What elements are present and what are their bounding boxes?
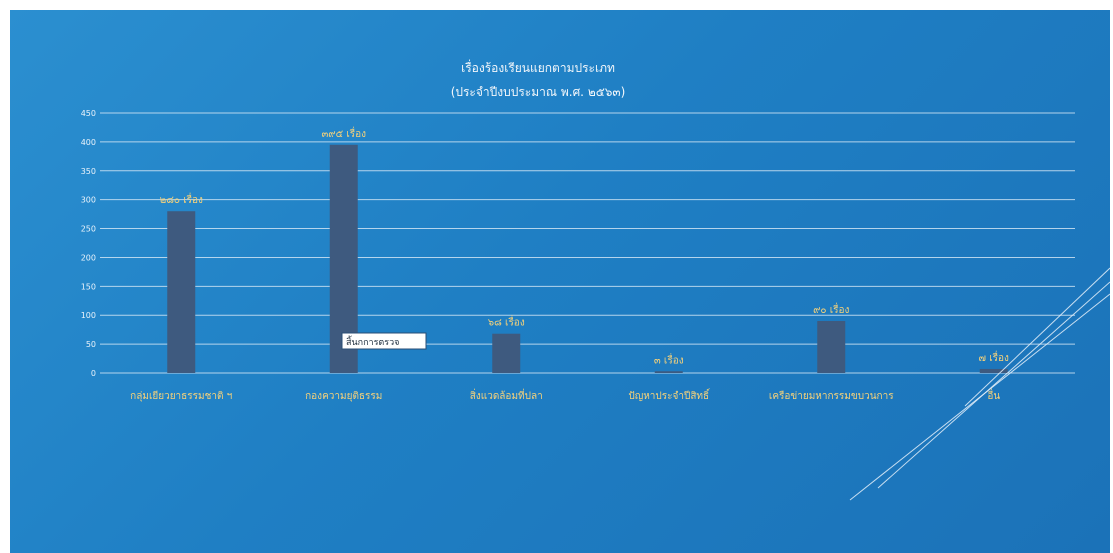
y-tick-label: 400 xyxy=(81,138,96,147)
chart-subtitle: (ประจำปีงบประมาณ พ.ศ. ๒๕๖๓) xyxy=(451,85,626,99)
annotation-callout: สิ้นกการตรวจ xyxy=(341,332,427,350)
data-label: ๖๘ เรื่อง xyxy=(488,315,525,329)
y-tick-label: 300 xyxy=(81,196,96,205)
y-tick-label: 200 xyxy=(81,253,96,262)
decorative-lines xyxy=(849,267,1110,501)
y-tick-label: 0 xyxy=(91,369,96,378)
bar xyxy=(817,321,846,373)
y-axis-ticks: 0 50 100 150 200 250 300 350 400 450 xyxy=(81,109,96,378)
gridlines xyxy=(100,112,1075,374)
y-tick-label: 150 xyxy=(81,282,96,291)
category-label: ปัญหาประจำปีสิทธิ์ xyxy=(628,388,710,402)
bar xyxy=(492,333,521,373)
deco-line-3 xyxy=(849,293,1110,501)
category-label: เครือข่ายมหากรรมขบวนการ xyxy=(769,390,894,402)
bar xyxy=(979,368,1008,373)
deco-line-1 xyxy=(964,267,1110,407)
category-label: สิ่งแวดล้อมที่ปลา xyxy=(470,388,543,402)
y-tick-label: 450 xyxy=(81,109,96,118)
bar xyxy=(167,211,196,373)
data-label: ๓ เรื่อง xyxy=(654,352,684,366)
category-label: กลุ่มเยียวยาธรรมชาติ ฯ xyxy=(130,390,232,402)
data-label: ๒๘๐ เรื่อง xyxy=(160,192,203,206)
data-label: ๗ เรื่อง xyxy=(979,350,1009,364)
bars xyxy=(167,144,1008,373)
chart-title: เรื่องร้องเรียนแยกตามประเภท xyxy=(461,59,615,75)
category-label: อื่น xyxy=(987,388,1000,402)
x-axis-categories: กลุ่มเยียวยาธรรมชาติ ฯ กองความยุติธรรม สิ่… xyxy=(130,388,1000,402)
y-tick-label: 50 xyxy=(86,340,96,349)
annotation-box xyxy=(341,332,427,350)
bar-chart: เรื่องร้องเรียนแยกตามประเภท (ประจำปีงบปร… xyxy=(81,59,1110,501)
deco-line-2 xyxy=(877,281,1110,489)
chart-slide: เรื่องร้องเรียนแยกตามประเภท (ประจำปีงบปร… xyxy=(10,10,1110,553)
annotation-text: สิ้นกการตรวจ xyxy=(346,335,399,348)
data-label: ๙๐ เรื่อง xyxy=(813,302,849,316)
y-tick-label: 250 xyxy=(81,225,96,234)
category-label: กองความยุติธรรม xyxy=(305,391,382,402)
y-tick-label: 350 xyxy=(81,167,96,176)
data-label: ๓๙๕ เรื่อง xyxy=(321,126,366,140)
y-tick-label: 100 xyxy=(81,311,96,320)
bar xyxy=(654,371,683,373)
